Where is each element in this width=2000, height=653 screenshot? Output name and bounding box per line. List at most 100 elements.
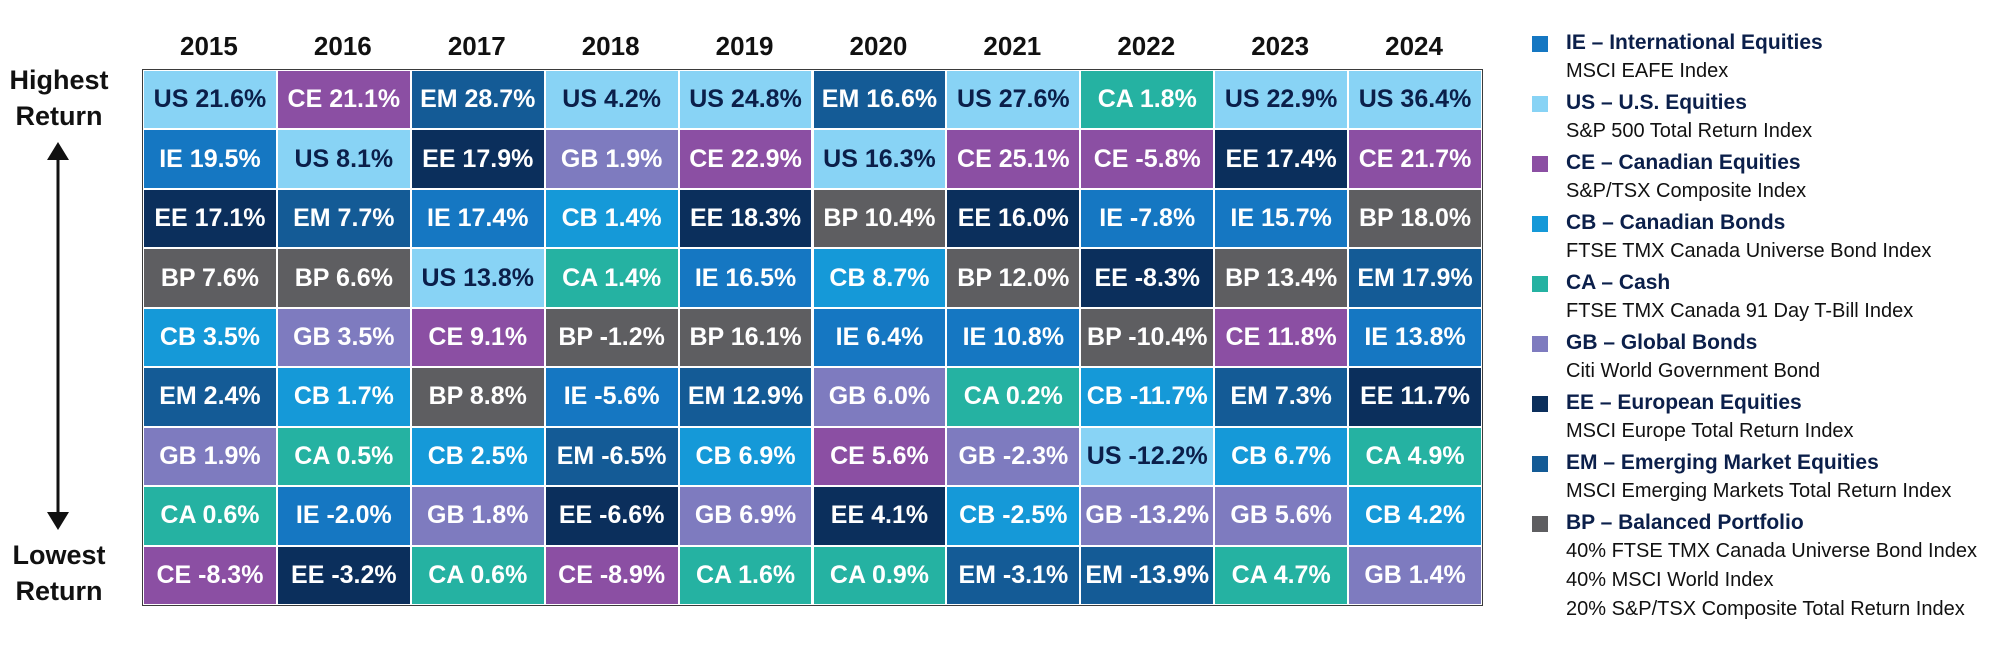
highest-return-label-line2: Return [15, 101, 103, 131]
return-cell-2022-rank5: BP -10.4% [1080, 307, 1215, 368]
legend-swatch-gb [1532, 336, 1548, 352]
legend-index-name: MSCI EAFE Index [1566, 60, 1729, 82]
return-cell-2023-rank8: GB 5.6% [1214, 486, 1349, 546]
year-label-2024: 2024 [1385, 31, 1443, 61]
return-cell-2024-rank5: IE 13.8% [1348, 307, 1482, 368]
legend-swatch-ca [1532, 276, 1548, 292]
return-cell-2022-rank1: CA 1.8% [1080, 70, 1215, 130]
legend-item-ce: CE – Canadian Equities S&P/TSX Composite … [1530, 148, 1995, 206]
year-label-2015: 2015 [180, 31, 238, 61]
return-cell-2019-rank1: US 24.8% [678, 70, 813, 130]
legend-index-name: MSCI Emerging Markets Total Return Index [1566, 480, 1952, 502]
return-cell-2022-rank9: EM -13.9% [1080, 545, 1215, 605]
return-cell-2021-rank5: IE 10.8% [946, 307, 1081, 368]
return-cell-2015-rank4: BP 7.6% [143, 248, 277, 308]
legend-index-name: 40% FTSE TMX Canada Universe Bond Index [1566, 540, 1977, 562]
legend-title: EM – Emerging Market Equities [1566, 451, 1879, 474]
return-cell-2015-rank8: CA 0.6% [143, 486, 277, 546]
legend-item-ie: IE – International Equities MSCI EAFE Ind… [1530, 28, 1995, 86]
return-cell-2018-rank7: EM -6.5% [544, 426, 679, 487]
legend-index-name: Citi World Government Bond [1566, 360, 1821, 382]
return-cell-2022-rank2: CE -5.8% [1080, 129, 1215, 189]
return-cell-2024-rank2: CE 21.7% [1348, 129, 1482, 189]
legend-item-ca: CA – Cash FTSE TMX Canada 91 Day T-Bill I… [1530, 268, 1995, 326]
return-cell-2016-rank4: BP 6.6% [276, 248, 411, 308]
return-cell-2017-rank4: US 13.8% [410, 248, 545, 308]
return-cell-2018-rank1: US 4.2% [544, 70, 679, 130]
return-cell-2024-rank7: CA 4.9% [1348, 426, 1482, 487]
lowest-return-label-line2: Return [15, 576, 103, 606]
return-cell-2022-rank7: US -12.2% [1080, 426, 1215, 487]
return-cell-2015-rank6: EM 2.4% [143, 367, 277, 427]
return-cell-2018-rank5: BP -1.2% [544, 307, 679, 368]
return-cell-2019-rank2: CE 22.9% [678, 129, 813, 189]
return-cell-2020-rank8: EE 4.1% [812, 486, 947, 546]
return-cell-2017-rank6: BP 8.8% [410, 367, 545, 427]
year-header-row: 2015 2016 2017 2018 2019 2020 2021 2022 2023 2024 [142, 26, 1483, 66]
return-cell-2020-rank7: CE 5.6% [812, 426, 947, 487]
highest-return-label: Highest Return [0, 62, 118, 134]
highest-return-label-line1: Highest [9, 65, 109, 95]
return-cell-2017-rank1: EM 28.7% [410, 70, 545, 130]
return-cell-2015-rank5: CB 3.5% [143, 307, 277, 368]
return-cell-2017-rank7: CB 2.5% [410, 426, 545, 487]
legend-index-name: S&P/TSX Composite Index [1566, 180, 1807, 202]
legend: IE – International Equities MSCI EAFE Ind… [1530, 28, 1995, 626]
return-cell-2021-rank3: EE 16.0% [946, 188, 1081, 249]
return-cell-2021-rank1: US 27.6% [946, 70, 1081, 130]
return-cell-2016-rank7: CA 0.5% [276, 426, 411, 487]
return-cell-2021-rank9: EM -3.1% [946, 545, 1081, 605]
return-cell-2018-rank8: EE -6.6% [544, 486, 679, 546]
return-cell-2020-rank9: CA 0.9% [812, 545, 947, 605]
return-cell-2018-rank9: CE -8.9% [544, 545, 679, 605]
return-cell-2019-rank9: CA 1.6% [678, 545, 813, 605]
legend-title: US – U.S. Equities [1566, 91, 1747, 114]
return-cell-2024-rank1: US 36.4% [1348, 70, 1482, 130]
lowest-return-label-line1: Lowest [12, 540, 106, 570]
return-cell-2022-rank4: EE -8.3% [1080, 248, 1215, 308]
year-label-2016: 2016 [313, 31, 372, 61]
legend-item-ee: EE – European Equities MSCI Europe Total … [1530, 388, 1995, 446]
return-cell-2020-rank6: GB 6.0% [812, 367, 947, 427]
return-cell-2024-rank6: EE 11.7% [1348, 367, 1482, 427]
return-cell-2020-rank3: BP 10.4% [812, 188, 947, 249]
return-cell-2023-rank9: CA 4.7% [1214, 545, 1349, 605]
return-cell-2024-rank3: BP 18.0% [1348, 188, 1482, 249]
legend-swatch-bp [1532, 516, 1548, 532]
return-cell-2015-rank9: CE -8.3% [143, 545, 277, 605]
year-label-2022: 2022 [1117, 31, 1176, 61]
return-cell-2021-rank7: GB -2.3% [946, 426, 1081, 487]
return-cell-2016-rank1: CE 21.1% [276, 70, 411, 130]
year-label-2021: 2021 [983, 31, 1042, 61]
legend-index-name: 20% S&P/TSX Composite Total Return Index [1566, 598, 1965, 620]
return-cell-2020-rank1: EM 16.6% [812, 70, 947, 130]
legend-swatch-us [1532, 96, 1548, 112]
return-cell-2015-rank1: US 21.6% [143, 70, 277, 130]
return-cell-2015-rank2: IE 19.5% [143, 129, 277, 189]
return-cell-2022-rank6: CB -11.7% [1080, 367, 1215, 427]
return-cell-2017-rank9: CA 0.6% [410, 545, 545, 605]
return-cell-2021-rank2: CE 25.1% [946, 129, 1081, 189]
legend-index-name: MSCI Europe Total Return Index [1566, 420, 1854, 442]
legend-index-name: FTSE TMX Canada 91 Day T-Bill Index [1566, 300, 1914, 322]
year-label-2019: 2019 [715, 31, 774, 61]
legend-index-name: 40% MSCI World Index [1566, 569, 1774, 591]
legend-item-us: US – U.S. Equities S&P 500 Total Return I… [1530, 88, 1995, 146]
legend-title: CA – Cash [1566, 271, 1671, 294]
return-cell-2023-rank4: BP 13.4% [1214, 248, 1349, 308]
legend-swatch-ie [1532, 36, 1548, 52]
return-cell-2023-rank3: IE 15.7% [1214, 188, 1349, 249]
legend-item-gb: GB – Global Bonds Citi World Government B… [1530, 328, 1995, 386]
year-label-2020: 2020 [849, 31, 908, 61]
legend-item-em: EM – Emerging Market Equities MSCI Emergi… [1530, 448, 1995, 506]
return-cell-2015-rank7: GB 1.9% [143, 426, 277, 487]
return-cell-2023-rank5: CE 11.8% [1214, 307, 1349, 368]
return-cell-2023-rank6: EM 7.3% [1214, 367, 1349, 427]
return-cell-2017-rank8: GB 1.8% [410, 486, 545, 546]
legend-swatch-cb [1532, 216, 1548, 232]
legend-title: IE – International Equities [1566, 31, 1823, 54]
return-cell-2021-rank4: BP 12.0% [946, 248, 1081, 308]
return-cell-2021-rank8: CB -2.5% [946, 486, 1081, 546]
return-cell-2019-rank5: BP 16.1% [678, 307, 813, 368]
return-cell-2016-rank5: GB 3.5% [276, 307, 411, 368]
